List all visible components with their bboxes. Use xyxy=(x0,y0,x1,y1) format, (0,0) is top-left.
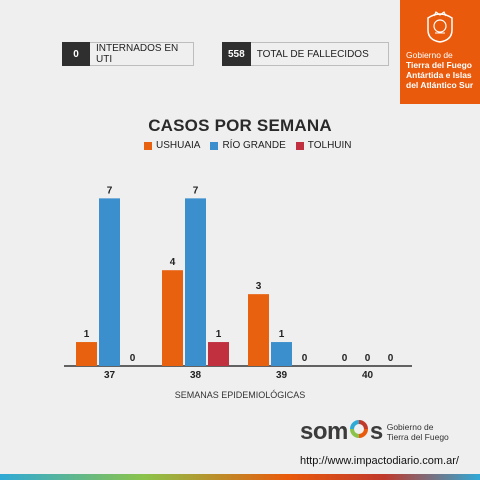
data-label: 1 xyxy=(216,329,222,340)
legend-label: USHUAIA xyxy=(156,140,201,151)
x-tick-label: 39 xyxy=(276,370,288,381)
bar-ushuaia-39 xyxy=(248,294,269,366)
bar-río-grande-38 xyxy=(185,198,206,366)
chart-legend: USHUAIA RÍO GRANDE TOLHUIN xyxy=(144,140,362,151)
bottom-color-bar xyxy=(0,474,480,480)
data-label: 1 xyxy=(84,329,90,340)
stat-value: 558 xyxy=(222,42,251,66)
crest-icon xyxy=(427,11,453,43)
legend-swatch xyxy=(210,141,219,150)
government-banner: Gobierno de Tierra del Fuego Antártida e… xyxy=(400,0,480,104)
org-line: Gobierno de xyxy=(406,50,453,60)
legend-swatch xyxy=(144,141,152,150)
org-line: Tierra del Fuego xyxy=(406,60,472,70)
bar-ushuaia-38 xyxy=(162,270,183,366)
data-label: 0 xyxy=(342,353,348,364)
legend-item: RÍO GRANDE xyxy=(210,140,286,151)
x-tick-label: 40 xyxy=(362,370,374,381)
x-tick-label: 37 xyxy=(104,370,116,381)
data-label: 0 xyxy=(388,353,394,364)
legend-swatch xyxy=(295,141,304,150)
stat-label: TOTAL DE FALLECIDOS xyxy=(250,42,389,66)
somos-sub-line: Gobierno de xyxy=(386,422,434,432)
x-axis-label: SEMANAS EPIDEMIOLÓGICAS xyxy=(174,390,306,400)
bar-ushuaia-37 xyxy=(76,342,97,366)
data-label: 4 xyxy=(170,257,176,268)
data-label: 1 xyxy=(279,329,285,340)
legend-label: RÍO GRANDE xyxy=(222,140,286,151)
data-label: 7 xyxy=(107,185,113,196)
data-label: 3 xyxy=(256,281,262,292)
somos-subtitle: Gobierno de Tierra del Fuego xyxy=(387,422,449,442)
data-label: 0 xyxy=(130,353,136,364)
somos-sub-line: Tierra del Fuego xyxy=(386,432,449,442)
somos-text: som s xyxy=(300,418,383,445)
stat-label: INTERNADOS EN UTI xyxy=(90,42,194,66)
legend-item: TOLHUIN xyxy=(295,140,352,151)
government-name: Gobierno de Tierra del Fuego Antártida e… xyxy=(406,50,478,90)
somos-logo: som s Gobierno de Tierra del Fuego xyxy=(300,418,449,446)
bar-río-grande-39 xyxy=(271,342,292,366)
source-url[interactable]: http://www.impactodiario.com.ar/ xyxy=(300,455,459,467)
org-line: del Atlántico Sur xyxy=(406,80,474,90)
data-label: 0 xyxy=(302,353,308,364)
somos-ring-icon xyxy=(349,420,368,438)
data-label: 0 xyxy=(365,353,371,364)
somos-wordmark: som s xyxy=(300,418,383,446)
bar-tolhuin-38 xyxy=(208,342,229,366)
stat-value: 0 xyxy=(62,42,90,66)
bar-río-grande-37 xyxy=(99,198,120,366)
data-label: 7 xyxy=(193,185,199,196)
chart-title: CASOS POR SEMANA xyxy=(148,116,332,135)
stat-internados: 0 INTERNADOS EN UTI xyxy=(62,42,194,66)
legend-item: USHUAIA xyxy=(144,140,200,151)
legend-label: TOLHUIN xyxy=(307,140,352,151)
stat-fallecidos: 558 TOTAL DE FALLECIDOS xyxy=(222,42,389,66)
org-line: Antártida e Islas xyxy=(406,70,472,80)
x-tick-label: 38 xyxy=(190,370,202,381)
